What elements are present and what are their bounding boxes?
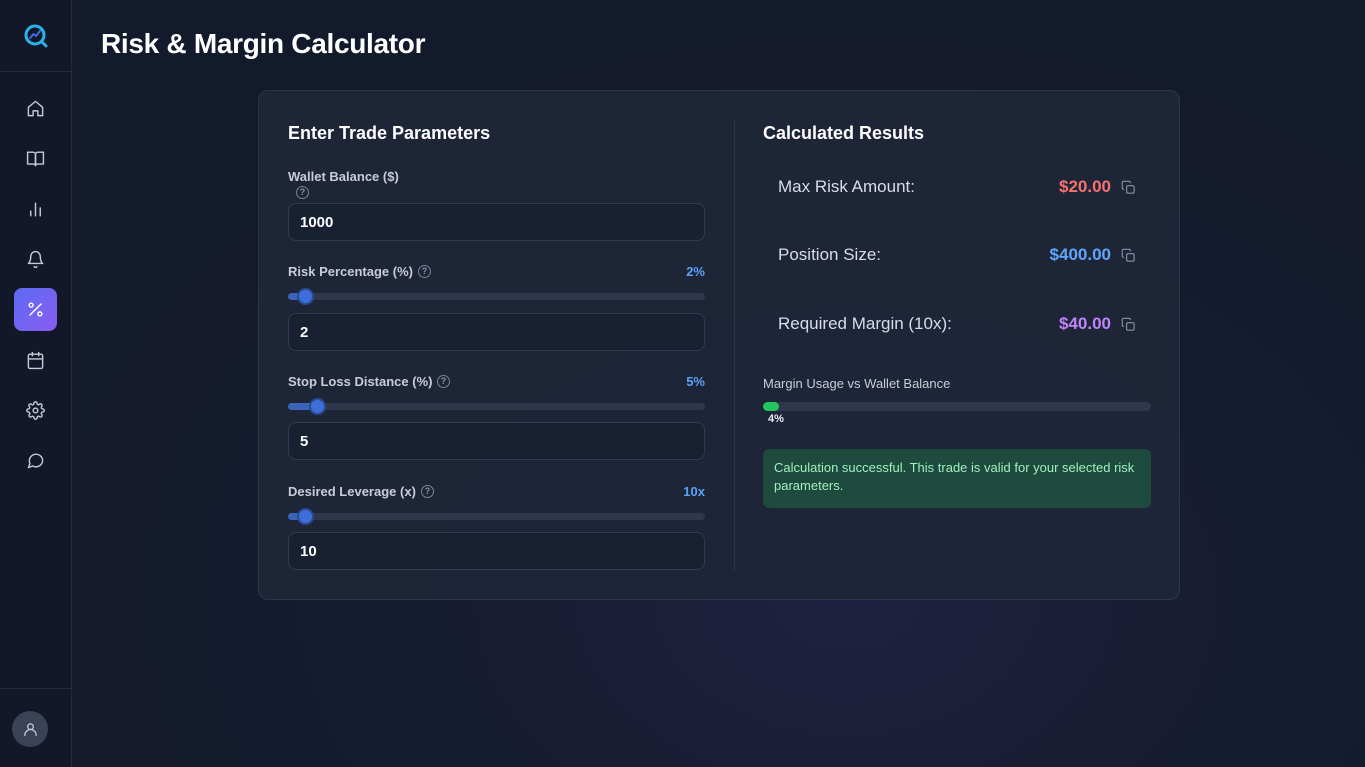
margin-usage-percent: 4% bbox=[768, 413, 784, 425]
max-risk-value: $20.00 bbox=[1059, 177, 1111, 196]
required-margin-row: Required Margin (10x): $40.00 bbox=[763, 298, 1151, 350]
user-avatar[interactable] bbox=[12, 711, 48, 747]
app-logo[interactable] bbox=[0, 0, 71, 72]
slider-thumb[interactable] bbox=[296, 288, 314, 305]
required-margin-value: $40.00 bbox=[1059, 314, 1111, 333]
leverage-value: 10x bbox=[683, 484, 705, 499]
position-size-row: Position Size: $400.00 bbox=[763, 229, 1151, 281]
required-margin-label: Required Margin (10x): bbox=[778, 314, 952, 333]
book-icon bbox=[26, 151, 45, 167]
home-icon bbox=[27, 100, 44, 117]
sidebar-item-home[interactable] bbox=[14, 87, 57, 130]
leverage-label: Desired Leverage (x) bbox=[288, 484, 416, 499]
copy-icon[interactable] bbox=[1121, 180, 1136, 195]
help-icon[interactable]: ? bbox=[421, 485, 434, 498]
margin-usage-label: Margin Usage vs Wallet Balance bbox=[763, 376, 951, 391]
help-icon[interactable]: ? bbox=[437, 375, 450, 388]
stop-loss-slider[interactable] bbox=[288, 398, 705, 415]
copy-icon[interactable] bbox=[1121, 317, 1136, 332]
margin-usage-bar bbox=[763, 402, 1151, 411]
leverage-input[interactable] bbox=[288, 532, 705, 570]
logo-icon bbox=[24, 24, 47, 47]
results-title: Calculated Results bbox=[763, 123, 925, 143]
wallet-balance-label: Wallet Balance ($) bbox=[288, 169, 399, 184]
risk-percentage-input[interactable] bbox=[288, 313, 705, 351]
sidebar bbox=[0, 0, 72, 767]
section-divider bbox=[734, 121, 735, 571]
leverage-slider[interactable] bbox=[288, 508, 705, 525]
status-message: Calculation successful. This trade is va… bbox=[763, 449, 1151, 508]
position-size-value: $400.00 bbox=[1049, 245, 1111, 264]
calculator-card: Enter Trade Parameters Wallet Balance ($… bbox=[258, 90, 1180, 600]
stop-loss-value: 5% bbox=[686, 374, 705, 389]
page-title: Risk & Margin Calculator bbox=[101, 28, 426, 59]
risk-percentage-value: 2% bbox=[686, 264, 705, 279]
chat-icon bbox=[27, 453, 44, 469]
sidebar-item-journal[interactable] bbox=[14, 137, 57, 180]
sidebar-item-alerts[interactable] bbox=[14, 238, 57, 281]
stop-loss-input[interactable] bbox=[288, 422, 705, 460]
slider-thumb[interactable] bbox=[309, 398, 327, 415]
risk-percentage-slider[interactable] bbox=[288, 288, 705, 305]
margin-usage-fill bbox=[763, 402, 779, 411]
sidebar-item-settings[interactable] bbox=[14, 389, 57, 432]
sidebar-footer bbox=[0, 688, 71, 767]
sidebar-item-calculator[interactable] bbox=[14, 288, 57, 331]
percent-icon bbox=[28, 302, 43, 317]
slider-fill bbox=[288, 513, 305, 520]
user-icon bbox=[23, 722, 37, 736]
slider-fill bbox=[288, 293, 305, 300]
bar-chart-icon bbox=[30, 202, 41, 217]
wallet-balance-input[interactable] bbox=[288, 203, 705, 241]
stop-loss-label: Stop Loss Distance (%) bbox=[288, 374, 433, 389]
sidebar-item-calendar[interactable] bbox=[14, 339, 57, 382]
sidebar-item-analytics[interactable] bbox=[14, 188, 57, 231]
calendar-icon bbox=[27, 351, 44, 370]
sidebar-item-chat[interactable] bbox=[14, 439, 57, 482]
slider-fill bbox=[288, 403, 318, 410]
max-risk-row: Max Risk Amount: $20.00 bbox=[763, 161, 1151, 213]
help-icon[interactable]: ? bbox=[418, 265, 431, 278]
risk-percentage-label: Risk Percentage (%) bbox=[288, 264, 413, 279]
bell-icon bbox=[27, 250, 44, 269]
copy-icon[interactable] bbox=[1121, 248, 1136, 263]
gear-icon bbox=[26, 401, 45, 420]
help-icon[interactable]: ? bbox=[296, 186, 309, 199]
slider-thumb[interactable] bbox=[296, 508, 314, 525]
max-risk-label: Max Risk Amount: bbox=[778, 177, 915, 196]
position-size-label: Position Size: bbox=[778, 245, 881, 264]
inputs-title: Enter Trade Parameters bbox=[288, 123, 491, 143]
